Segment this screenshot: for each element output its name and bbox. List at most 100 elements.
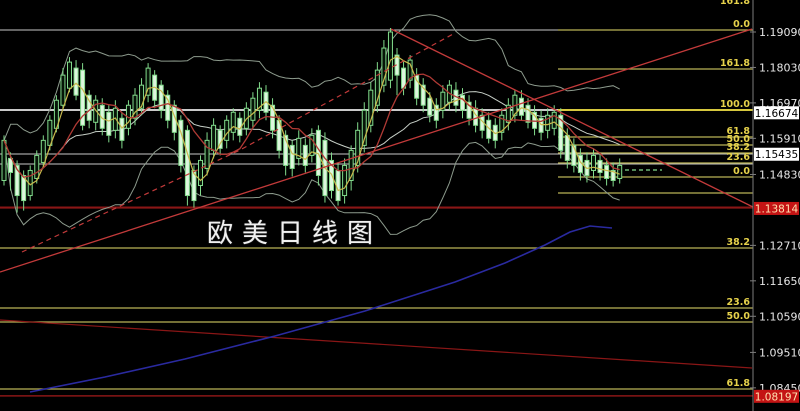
candle-body [67, 61, 72, 89]
candle-body [302, 144, 308, 166]
fib-percent-label: 161.8 [720, 58, 750, 69]
candle-body [525, 104, 531, 123]
candle-body [250, 97, 256, 121]
fib-percent-label: 23.6 [727, 152, 751, 163]
axis-price-label: 1.19090 [759, 26, 800, 39]
candle-body [8, 157, 14, 173]
axis-price-label: 1.15910 [759, 132, 800, 145]
candle-body [106, 111, 112, 136]
candles-series [1, 27, 623, 213]
axis-price-label: 1.10590 [759, 310, 800, 323]
bollinger-upper-band [3, 14, 620, 141]
candle-body [171, 104, 177, 133]
bollinger-lower-band [3, 140, 620, 235]
alert-price-text: 1.13814 [755, 203, 799, 215]
fib-percent-label: 61.8 [727, 378, 751, 389]
candle-body [217, 129, 223, 149]
candle-body [558, 114, 564, 151]
candle-body [256, 87, 262, 111]
candle-body [139, 84, 145, 109]
candle-body [538, 117, 544, 133]
fib-percent-label: 23.6 [727, 297, 751, 308]
candle-body [420, 84, 426, 106]
candle-body [224, 119, 230, 141]
candle-body [368, 89, 374, 126]
candle-body [40, 139, 46, 163]
candle-body [361, 109, 367, 146]
alert-price-text: 1.08197 [755, 391, 798, 403]
current-price-box-white [754, 106, 799, 120]
candle-body [165, 94, 171, 121]
ma-fast-yellow [3, 55, 620, 192]
candle-body [283, 134, 289, 166]
trendline-descending [390, 28, 753, 208]
candle-body [60, 74, 66, 106]
fib-percent-label: 38.2 [727, 237, 750, 248]
candle-body [518, 97, 524, 116]
axis-price-label: 1.14830 [759, 168, 800, 181]
candle-body [145, 67, 151, 96]
candle-body [73, 67, 79, 96]
candle-body [387, 31, 393, 81]
candle-body [597, 159, 603, 173]
current-price-text: 1.16674 [755, 108, 799, 120]
candle-body [93, 99, 99, 123]
axis-price-label: 1.11650 [759, 275, 800, 288]
candle-body [204, 139, 210, 169]
chart-plot-area[interactable] [0, 14, 753, 397]
candle-body [1, 139, 7, 181]
candle-body [289, 144, 295, 169]
axis-price-label: 1.18030 [759, 61, 800, 74]
fib-percent-label: 50.0 [727, 134, 751, 145]
trendline-descending-long [0, 319, 753, 369]
axis-price-label: 1.09510 [759, 346, 800, 359]
candle-body [191, 169, 197, 202]
candle-body [309, 134, 315, 156]
price-axis[interactable]: 1.190901.180301.169701.159101.148301.127… [750, 0, 800, 411]
candle-body [617, 164, 623, 179]
candle-body [571, 144, 577, 166]
candle-body [564, 134, 570, 161]
candle-body [211, 124, 217, 151]
candle-body [184, 129, 190, 197]
candle-body [158, 84, 164, 111]
current-price-text: 1.15435 [755, 149, 798, 161]
candle-body [348, 149, 354, 181]
candle-body [21, 174, 27, 202]
candle-body [610, 169, 616, 181]
fib-percent-label: 161.8 [720, 0, 750, 7]
candle-body [381, 47, 387, 86]
candle-body [14, 164, 20, 197]
candle-body [80, 69, 86, 126]
fibonacci-labels: 161.80.0161.8100.061.850.038.223.60.038.… [720, 0, 750, 389]
candle-body [591, 154, 596, 171]
candle-body [505, 104, 511, 123]
candle-body [551, 111, 557, 129]
axis-price-label: 1.12710 [759, 239, 800, 252]
candle-body [178, 119, 184, 166]
ma-slow-red [3, 73, 620, 178]
candle-body [355, 129, 361, 166]
fib-percent-label: 0.0 [733, 166, 750, 177]
candle-body [296, 137, 302, 159]
candle-body [427, 97, 433, 116]
fib-percent-label: 50.0 [727, 311, 751, 322]
blue-ma-line [29, 225, 613, 393]
candle-body [374, 69, 380, 106]
trendline-ascending [0, 28, 753, 273]
candle-body [532, 111, 538, 129]
fib-percent-label: 0.0 [733, 19, 750, 30]
current-price-box-white [754, 147, 799, 161]
fib-percent-label: 38.2 [727, 142, 750, 153]
candle-body [198, 159, 203, 187]
candle-body [460, 94, 465, 111]
candle-body [132, 94, 138, 119]
candle-body [34, 154, 40, 179]
candle-body [433, 104, 439, 121]
alert-price-box-red [754, 389, 799, 403]
candle-body [230, 111, 236, 133]
chart-title: 欧美日线图 [207, 219, 383, 249]
fib-percent-label: 61.8 [727, 126, 751, 137]
